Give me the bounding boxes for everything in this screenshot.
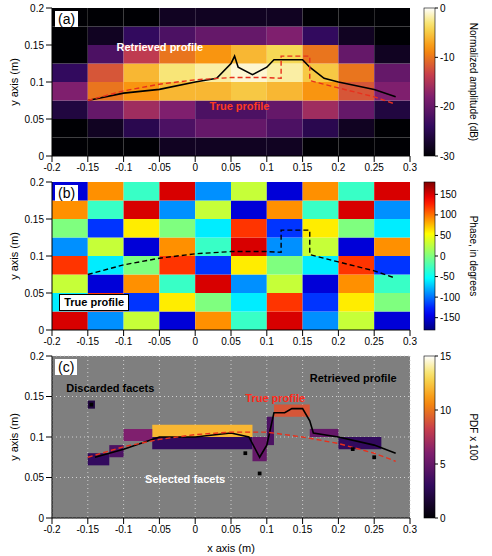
svg-text:0.3: 0.3 xyxy=(403,524,417,535)
html-text:True profile: True profile xyxy=(64,296,125,309)
html-text:(c): (c) xyxy=(58,359,75,375)
html-text:Discarded facets: Discarded facets xyxy=(66,381,155,394)
svg-text:0: 0 xyxy=(192,336,198,347)
svg-text:0.15: 0.15 xyxy=(293,524,313,535)
svg-text:0.1: 0.1 xyxy=(30,251,44,262)
svg-text:0: 0 xyxy=(38,151,44,162)
svg-text:0.1: 0.1 xyxy=(30,432,44,443)
svg-text:10: 10 xyxy=(440,405,452,416)
svg-text:0.2: 0.2 xyxy=(30,351,44,362)
svg-text:-20: -20 xyxy=(440,101,455,112)
svg-text:-100: -100 xyxy=(440,292,460,303)
svg-text:-0.2: -0.2 xyxy=(43,162,61,173)
svg-text:-0.2: -0.2 xyxy=(43,336,61,347)
svg-text:0.2: 0.2 xyxy=(331,162,345,173)
svg-text:150: 150 xyxy=(440,189,457,200)
svg-text:-0.1: -0.1 xyxy=(115,336,133,347)
svg-text:0.05: 0.05 xyxy=(25,288,45,299)
svg-text:-0.2: -0.2 xyxy=(43,524,61,535)
svg-text:0.1: 0.1 xyxy=(260,162,274,173)
svg-text:y axis (m): y axis (m) xyxy=(8,58,20,106)
svg-text:0: 0 xyxy=(192,524,198,535)
svg-text:-10: -10 xyxy=(440,52,455,63)
svg-text:-0.05: -0.05 xyxy=(148,336,171,347)
svg-text:0.05: 0.05 xyxy=(221,336,241,347)
svg-text:0: 0 xyxy=(440,3,446,14)
html-text:(b): (b) xyxy=(58,185,76,201)
svg-text:-0.15: -0.15 xyxy=(76,336,99,347)
svg-text:0.1: 0.1 xyxy=(260,336,274,347)
svg-text:0.15: 0.15 xyxy=(25,40,45,51)
svg-text:0.1: 0.1 xyxy=(30,77,44,88)
svg-text:-150: -150 xyxy=(440,312,460,323)
svg-text:0.15: 0.15 xyxy=(25,391,45,402)
svg-text:0: 0 xyxy=(38,513,44,524)
svg-text:0.05: 0.05 xyxy=(221,162,241,173)
html-text:True profile: True profile xyxy=(245,391,306,404)
svg-text:0.2: 0.2 xyxy=(331,336,345,347)
svg-text:x axis (m): x axis (m) xyxy=(207,542,255,554)
html-text:(a): (a) xyxy=(58,11,76,27)
svg-text:0.25: 0.25 xyxy=(364,162,384,173)
svg-text:-30: -30 xyxy=(440,151,455,162)
svg-text:0.05: 0.05 xyxy=(25,472,45,483)
svg-text:y axis (m): y axis (m) xyxy=(8,232,20,280)
svg-text:0.2: 0.2 xyxy=(30,177,44,188)
svg-text:Normalized amplitude (dB): Normalized amplitude (dB) xyxy=(468,23,479,141)
svg-text:0.15: 0.15 xyxy=(25,214,45,225)
svg-text:-0.15: -0.15 xyxy=(76,162,99,173)
svg-text:0: 0 xyxy=(440,513,446,524)
svg-text:0.15: 0.15 xyxy=(293,162,313,173)
svg-text:-50: -50 xyxy=(440,271,455,282)
svg-text:0.05: 0.05 xyxy=(221,524,241,535)
svg-text:-0.05: -0.05 xyxy=(148,524,171,535)
html-text:True profile: True profile xyxy=(209,99,270,112)
html-text:Selected facets: Selected facets xyxy=(145,472,226,485)
svg-text:y axis (m): y axis (m) xyxy=(8,413,20,461)
svg-text:15: 15 xyxy=(440,351,452,362)
svg-text:0.1: 0.1 xyxy=(260,524,274,535)
svg-text:0: 0 xyxy=(38,325,44,336)
svg-text:0.2: 0.2 xyxy=(30,3,44,14)
svg-text:0.3: 0.3 xyxy=(403,162,417,173)
svg-text:PDF x 100: PDF x 100 xyxy=(468,413,479,461)
svg-text:-0.1: -0.1 xyxy=(115,162,133,173)
html-text:Retrieved profile: Retrieved profile xyxy=(309,372,397,385)
svg-text:5: 5 xyxy=(440,459,446,470)
svg-text:0: 0 xyxy=(192,162,198,173)
svg-text:-0.1: -0.1 xyxy=(115,524,133,535)
svg-text:0: 0 xyxy=(440,251,446,262)
svg-text:-0.15: -0.15 xyxy=(76,524,99,535)
svg-text:0.25: 0.25 xyxy=(364,336,384,347)
svg-text:0.25: 0.25 xyxy=(364,524,384,535)
html-text:Retrieved profile: Retrieved profile xyxy=(116,40,204,53)
svg-text:100: 100 xyxy=(440,209,457,220)
svg-text:-0.05: -0.05 xyxy=(148,162,171,173)
svg-text:0.15: 0.15 xyxy=(293,336,313,347)
svg-text:0.2: 0.2 xyxy=(331,524,345,535)
svg-text:0.3: 0.3 xyxy=(403,336,417,347)
svg-text:Phase, in degrees: Phase, in degrees xyxy=(468,216,479,297)
svg-text:0.05: 0.05 xyxy=(25,114,45,125)
svg-text:50: 50 xyxy=(440,230,452,241)
